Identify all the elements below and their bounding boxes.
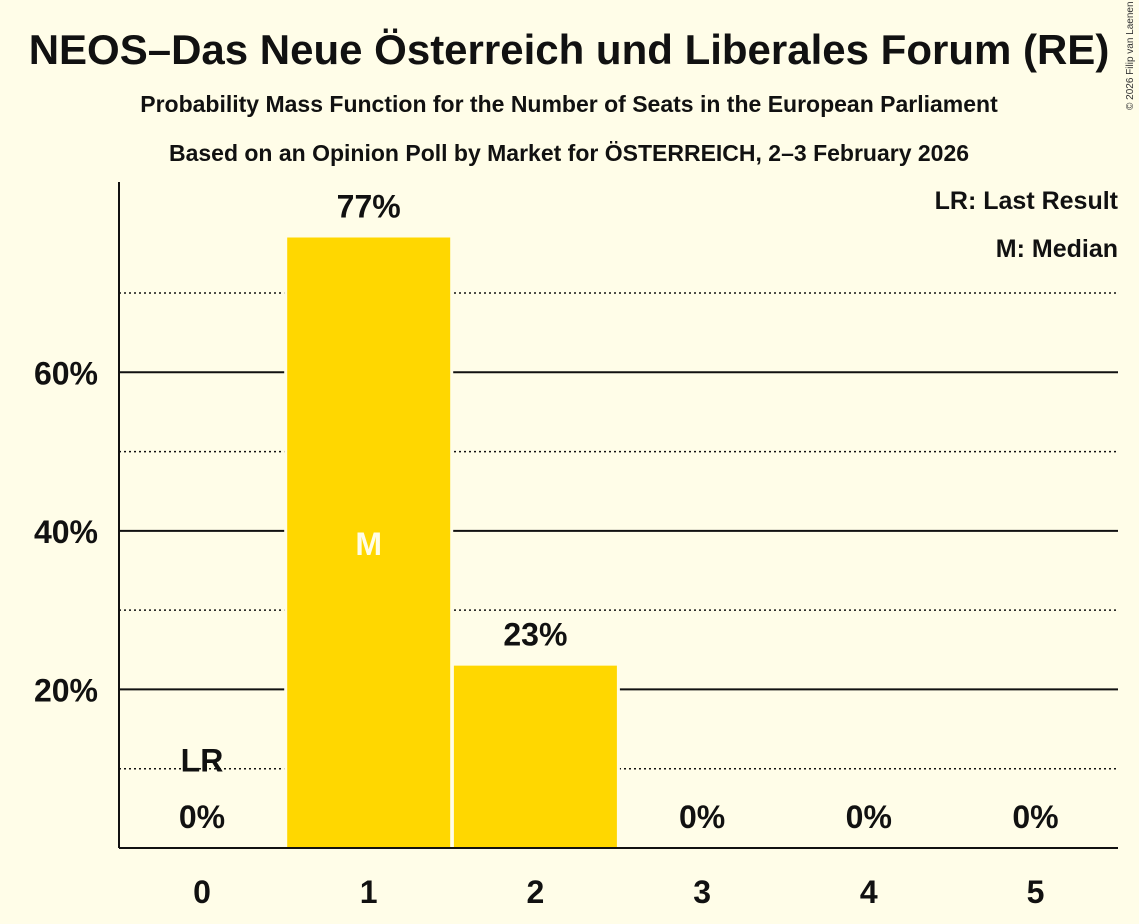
last-result-marker: LR bbox=[181, 743, 224, 779]
x-tick-label: 2 bbox=[527, 874, 545, 910]
legend-median: M: Median bbox=[996, 235, 1118, 263]
legend: LR: Last Result M: Median bbox=[935, 187, 1119, 263]
bar-value-label: 77% bbox=[337, 189, 401, 225]
y-tick-label: 60% bbox=[34, 355, 98, 391]
bar-value-label: 0% bbox=[179, 799, 225, 835]
x-tick-label: 4 bbox=[860, 874, 878, 910]
median-marker: M bbox=[355, 526, 382, 562]
chart-subtitle: Probability Mass Function for the Number… bbox=[140, 91, 998, 117]
bar-seats-1 bbox=[287, 237, 451, 848]
bar-seats-2 bbox=[453, 665, 617, 848]
legend-last-result: LR: Last Result bbox=[935, 187, 1119, 215]
y-tick-label: 20% bbox=[34, 672, 98, 708]
bar-value-label: 0% bbox=[846, 799, 892, 835]
x-tick-label: 5 bbox=[1027, 874, 1045, 910]
y-tick-label: 40% bbox=[34, 514, 98, 550]
x-tick-label: 1 bbox=[360, 874, 378, 910]
bars bbox=[284, 237, 620, 848]
copyright-notice: © 2026 Filip van Laenen bbox=[1125, 1, 1136, 110]
bar-value-label: 0% bbox=[1012, 799, 1058, 835]
chart-subtitle-source: Based on an Opinion Poll by Market for Ö… bbox=[169, 140, 969, 166]
bar-value-label: 23% bbox=[503, 617, 567, 653]
chart-title: NEOS–Das Neue Österreich und Liberales F… bbox=[29, 26, 1110, 73]
x-tick-label: 0 bbox=[193, 874, 211, 910]
bar-value-label: 0% bbox=[679, 799, 725, 835]
x-tick-label: 3 bbox=[693, 874, 711, 910]
axes bbox=[118, 182, 1118, 849]
